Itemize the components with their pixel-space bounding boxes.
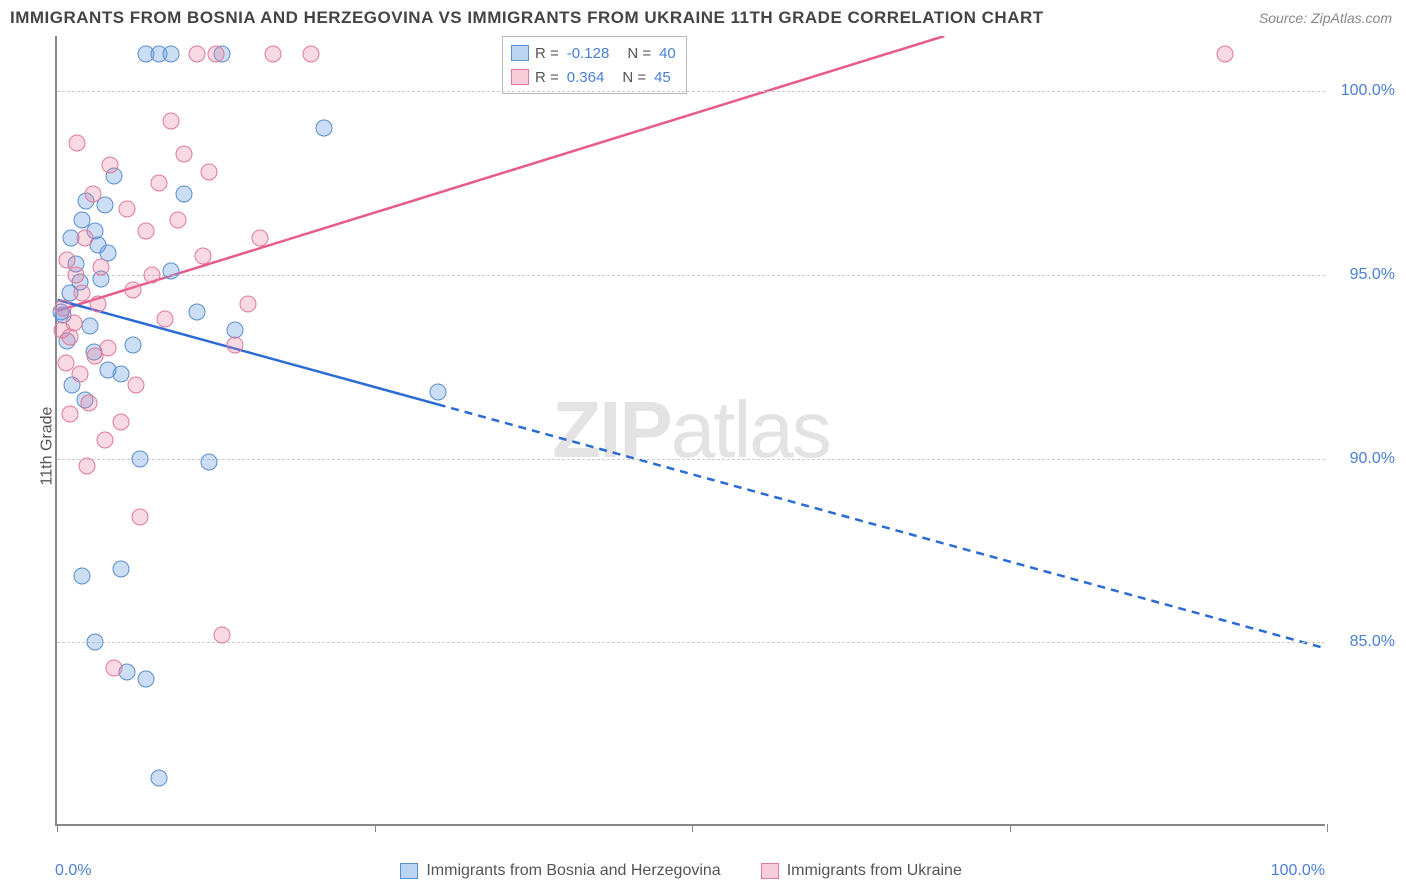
x-min-label: 0.0% <box>55 862 91 880</box>
y-tick-label: 100.0% <box>1333 82 1395 100</box>
legend-label: Immigrants from Bosnia and Herzegovina <box>426 862 720 880</box>
data-point <box>315 119 332 136</box>
gridline-h <box>57 459 1325 460</box>
stats-legend-row: R = 0.364 N = 45 <box>511 65 676 89</box>
stats-legend-row: R = -0.128 N = 40 <box>511 41 676 65</box>
data-point <box>87 634 104 651</box>
legend-swatch <box>511 69 529 85</box>
x-max-label: 100.0% <box>1271 862 1325 880</box>
x-tick <box>1327 824 1328 832</box>
data-point <box>163 46 180 63</box>
chart-title: IMMIGRANTS FROM BOSNIA AND HERZEGOVINA V… <box>10 8 1044 28</box>
data-point <box>150 174 167 191</box>
source-label: Source: ZipAtlas.com <box>1259 10 1392 26</box>
data-point <box>74 568 91 585</box>
y-tick-label: 85.0% <box>1333 633 1395 651</box>
data-point <box>76 230 93 247</box>
x-tick <box>1010 824 1011 832</box>
data-point <box>144 266 161 283</box>
data-point <box>69 134 86 151</box>
data-point <box>131 509 148 526</box>
y-axis-label: 11th Grade <box>38 407 56 486</box>
data-point <box>176 145 193 162</box>
data-point <box>195 248 212 265</box>
data-point <box>163 263 180 280</box>
watermark: ZIPatlas <box>552 384 829 476</box>
data-point <box>99 340 116 357</box>
data-point <box>207 46 224 63</box>
data-point <box>430 384 447 401</box>
r-value: -0.128 <box>567 45 610 62</box>
data-point <box>201 454 218 471</box>
legend-item: Immigrants from Ukraine <box>761 862 962 880</box>
data-point <box>59 252 76 269</box>
data-point <box>176 186 193 203</box>
data-point <box>125 281 142 298</box>
data-point <box>97 432 114 449</box>
legend-swatch <box>761 863 779 879</box>
data-point <box>82 318 99 335</box>
gridline-h <box>57 275 1325 276</box>
data-point <box>201 163 218 180</box>
series-legend: Immigrants from Bosnia and Herzegovina Im… <box>400 862 962 880</box>
data-point <box>226 336 243 353</box>
data-point <box>99 362 116 379</box>
data-point <box>54 321 71 338</box>
data-point <box>131 450 148 467</box>
n-label: N = <box>627 45 651 62</box>
data-point <box>79 457 96 474</box>
data-point <box>102 156 119 173</box>
n-value: 45 <box>654 69 671 86</box>
plot-area: ZIPatlas R =-0.128N =40R =0.364N =45 85.… <box>55 36 1325 826</box>
data-point <box>1217 46 1234 63</box>
data-point <box>239 296 256 313</box>
r-value: 0.364 <box>567 69 605 86</box>
gridline-h <box>57 91 1325 92</box>
data-point <box>93 259 110 276</box>
n-value: 40 <box>659 45 676 62</box>
data-point <box>137 671 154 688</box>
legend-swatch <box>511 45 529 61</box>
data-point <box>112 413 129 430</box>
n-label: N = <box>622 69 646 86</box>
legend-label: Immigrants from Ukraine <box>787 862 962 880</box>
legend-swatch <box>400 863 418 879</box>
data-point <box>80 395 97 412</box>
y-tick-label: 95.0% <box>1333 266 1395 284</box>
data-point <box>118 200 135 217</box>
data-point <box>89 296 106 313</box>
data-point <box>68 266 85 283</box>
data-point <box>303 46 320 63</box>
y-tick-label: 90.0% <box>1333 450 1395 468</box>
data-point <box>169 211 186 228</box>
data-point <box>71 366 88 383</box>
r-label: R = <box>535 45 559 62</box>
data-point <box>127 377 144 394</box>
r-label: R = <box>535 69 559 86</box>
data-point <box>264 46 281 63</box>
x-tick <box>375 824 376 832</box>
data-point <box>188 303 205 320</box>
data-point <box>106 660 123 677</box>
trend-lines <box>57 36 1325 824</box>
data-point <box>137 222 154 239</box>
x-tick <box>692 824 693 832</box>
gridline-h <box>57 642 1325 643</box>
data-point <box>84 186 101 203</box>
data-point <box>156 310 173 327</box>
bottom-legend: 0.0% Immigrants from Bosnia and Herzegov… <box>55 862 1325 880</box>
data-point <box>214 626 231 643</box>
data-point <box>112 560 129 577</box>
data-point <box>163 112 180 129</box>
data-point <box>57 355 74 372</box>
data-point <box>125 336 142 353</box>
data-point <box>188 46 205 63</box>
data-point <box>252 230 269 247</box>
x-tick <box>57 824 58 832</box>
data-point <box>150 770 167 787</box>
legend-item: Immigrants from Bosnia and Herzegovina <box>400 862 720 880</box>
data-point <box>61 406 78 423</box>
stats-legend: R =-0.128N =40R =0.364N =45 <box>502 36 687 94</box>
data-point <box>74 285 91 302</box>
